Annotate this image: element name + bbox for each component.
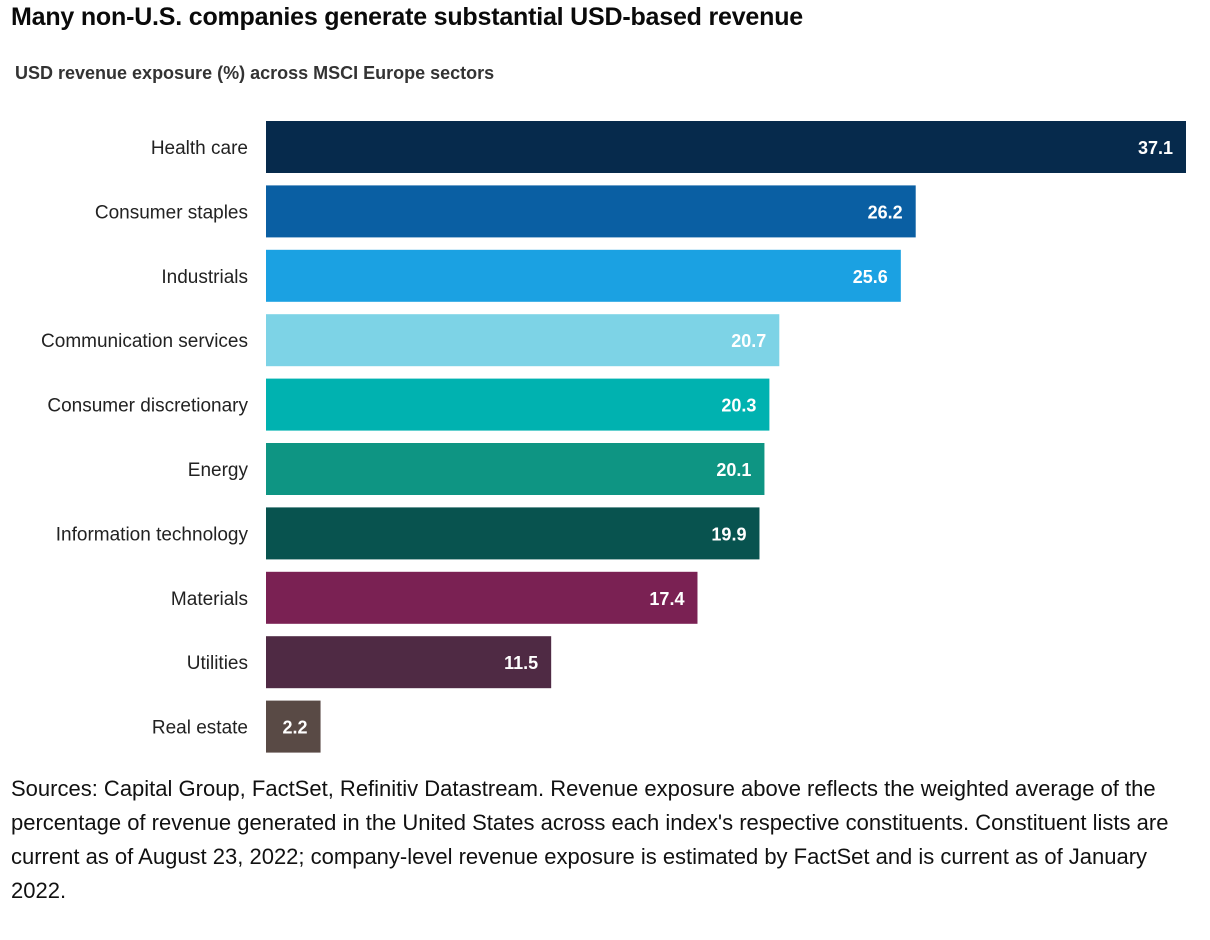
category-label-real-estate: Real estate <box>152 718 248 739</box>
bar-consumer-staples <box>266 185 916 238</box>
value-label-communication-services: 20.7 <box>731 331 766 351</box>
category-label-energy: Energy <box>188 460 249 481</box>
bar-materials <box>266 571 698 624</box>
value-label-real-estate: 2.2 <box>283 718 308 738</box>
page-title: Many non-U.S. companies generate substan… <box>11 3 803 31</box>
bar-information-technology <box>266 507 760 560</box>
category-label-consumer-staples: Consumer staples <box>95 202 248 223</box>
chart-subtitle: USD revenue exposure (%) across MSCI Eur… <box>15 63 495 83</box>
category-label-utilities: Utilities <box>187 653 248 674</box>
bar-health-care <box>266 121 1186 173</box>
category-label-industrials: Industrials <box>161 267 248 288</box>
category-label-consumer-discretionary: Consumer discretionary <box>47 396 248 417</box>
bar-consumer-discretionary <box>266 378 770 431</box>
value-label-information-technology: 19.9 <box>711 524 746 544</box>
value-label-consumer-staples: 26.2 <box>868 202 903 222</box>
category-label-health-care: Health care <box>151 138 248 159</box>
value-label-health-care: 37.1 <box>1138 138 1173 158</box>
category-label-information-technology: Information technology <box>56 524 249 545</box>
bar-chart: Health care 37.1 Consumer staples 26.2 Indus… <box>41 121 1186 753</box>
value-label-utilities: 11.5 <box>504 653 538 673</box>
bar-energy <box>266 443 765 495</box>
bar-utilities <box>266 636 552 689</box>
value-label-consumer-discretionary: 20.3 <box>721 396 756 416</box>
bar-industrials <box>266 249 901 302</box>
value-label-materials: 17.4 <box>649 589 684 609</box>
bar-communication-services <box>266 314 780 367</box>
sources-note: Sources: Capital Group, FactSet, Refinit… <box>11 776 1169 903</box>
value-label-industrials: 25.6 <box>853 267 888 287</box>
bar-real-estate <box>266 700 321 753</box>
category-label-materials: Materials <box>171 589 248 610</box>
category-label-communication-services: Communication services <box>41 331 248 352</box>
value-label-energy: 20.1 <box>716 460 751 480</box>
